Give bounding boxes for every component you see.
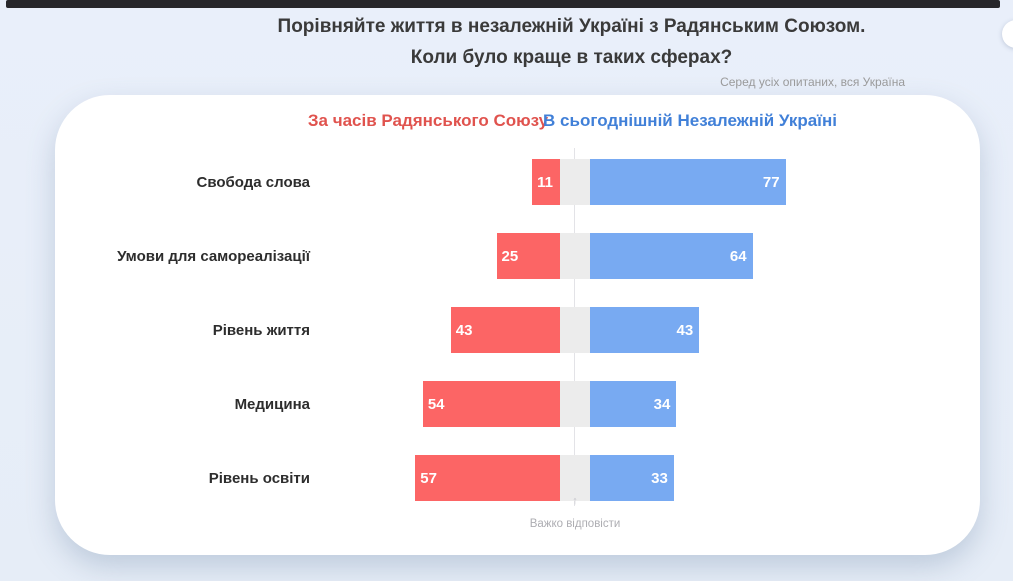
center-gap-cell (560, 441, 590, 515)
soviet-bar-value: 54 (427, 395, 445, 413)
center-gap-cell (560, 219, 590, 293)
center-gap-band (560, 233, 590, 279)
center-gap-cell (560, 145, 590, 219)
legend-soviet-label: За часів Радянського Союзу (307, 111, 549, 130)
category-label: Рівень життя (212, 321, 310, 339)
center-gap-band (560, 159, 590, 205)
soviet-bar-zone: 57 (310, 455, 560, 501)
chart-row: Свобода слова 11 77 (55, 145, 980, 219)
ukraine-bar-zone: 34 (590, 381, 980, 427)
chart-row: Умови для самореалізації 25 64 (55, 219, 980, 293)
soviet-bar-zone: 25 (310, 233, 560, 279)
ukraine-bar-zone: 77 (590, 159, 980, 205)
soviet-bar: 43 (450, 307, 560, 353)
ukraine-bar: 33 (590, 455, 674, 501)
ukraine-bar-value: 64 (729, 247, 747, 265)
chart-title: Порівняйте життя в незалежній Україні з … (130, 11, 1013, 73)
soviet-bar: 54 (422, 381, 560, 427)
ukraine-bar: 77 (590, 159, 786, 205)
chart-row: Рівень життя 43 43 (55, 293, 980, 367)
ukraine-bar: 43 (590, 307, 700, 353)
soviet-bar-value: 57 (420, 469, 437, 487)
category-label: Рівень освіти (208, 469, 310, 487)
legend-ukraine-label: В сьогоднішній Незалежній Україні (543, 111, 837, 130)
window-top-bar (6, 0, 1000, 8)
soviet-bar: 25 (496, 233, 560, 279)
category-label: Медицина (234, 395, 310, 413)
soviet-bar-value: 11 (537, 173, 553, 191)
ukraine-bar-zone: 33 (590, 455, 980, 501)
center-gap-band (560, 455, 590, 501)
category-label: Умови для самореалізації (117, 247, 310, 265)
ukraine-bar-zone: 43 (590, 307, 980, 353)
center-gap-label: Важко відповісти (529, 518, 621, 530)
ukraine-bar-value: 43 (676, 321, 694, 339)
soviet-bar: 11 (532, 159, 560, 205)
chart-subtitle: Серед усіх опитаних, вся Україна (720, 75, 905, 89)
chart-rows: Свобода слова 11 77 Умови для самореаліз… (55, 145, 980, 515)
soviet-bar-zone: 54 (310, 381, 560, 427)
ukraine-bar-value: 34 (653, 395, 671, 413)
center-gap-band (560, 381, 590, 427)
ukraine-bar: 64 (590, 233, 753, 279)
chart-title-line1: Порівняйте життя в незалежній Україні з … (277, 16, 866, 37)
center-gap-band (560, 307, 590, 353)
ukraine-bar-value: 33 (651, 469, 668, 487)
up-arrow-icon: ↑ (572, 495, 578, 507)
floating-circle-button[interactable] (1002, 20, 1013, 48)
chart-row: Медицина 54 34 (55, 367, 980, 441)
chart-row: Рівень освіти 57 33 (55, 441, 980, 515)
soviet-bar-value: 43 (455, 321, 473, 339)
category-label: Свобода слова (196, 173, 310, 191)
center-gap-cell (560, 367, 590, 441)
ukraine-bar-zone: 64 (590, 233, 980, 279)
ukraine-bar-value: 77 (762, 173, 780, 191)
center-gap-cell (560, 293, 590, 367)
soviet-bar-value: 25 (501, 247, 519, 265)
ukraine-bar: 34 (590, 381, 677, 427)
soviet-bar-zone: 11 (310, 159, 560, 205)
soviet-bar: 57 (415, 455, 560, 501)
chart-title-line2: Коли було краще в таких сферах? (410, 47, 733, 68)
soviet-bar-zone: 43 (310, 307, 560, 353)
chart-card: За часів Радянського Союзу В сьогоднішні… (55, 95, 980, 555)
